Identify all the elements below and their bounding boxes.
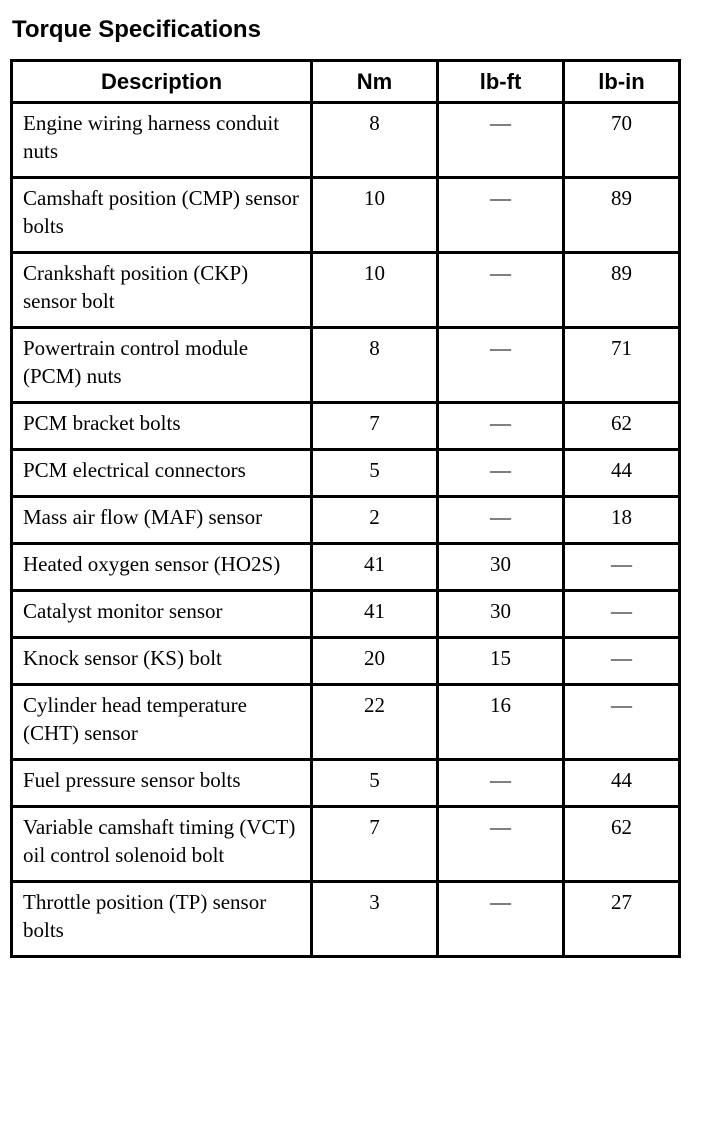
lb-ft-value-cell: — [436,805,565,883]
lb-ft-value-cell: 15 [436,636,565,686]
nm-value-cell: 5 [310,448,439,498]
lb-in-value-cell: — [562,636,681,686]
table-header: Description Nm lb-ft lb-in [10,59,681,104]
column-header-description: Description [10,59,313,104]
document-page: Torque Specifications Description Nm lb-… [0,16,704,1132]
torque-spec-table: Description Nm lb-ft lb-in Engine wiring… [10,59,681,958]
description-cell: Engine wiring harness conduit nuts [10,101,313,179]
column-header-lb-ft: lb-ft [436,59,565,104]
table-row: Cylinder head temperature (CHT) sensor 22… [10,683,681,761]
lb-in-value-cell: 18 [562,495,681,545]
lb-ft-value-cell: — [436,448,565,498]
lb-in-value-cell: — [562,542,681,592]
table-row: Heated oxygen sensor (HO2S) 41 30— [10,542,681,592]
table-row: PCM bracket bolts 7—62 [10,401,681,451]
lb-ft-value-cell: — [436,758,565,808]
nm-value-cell: 2 [310,495,439,545]
nm-value-cell: 10 [310,176,439,254]
table-row: Camshaft position (CMP) sensor bolts 10—8… [10,176,681,254]
description-cell: Powertrain control module (PCM) nuts [10,326,313,404]
nm-value-cell: 20 [310,636,439,686]
lb-ft-value-cell: — [436,176,565,254]
lb-in-value-cell: 62 [562,805,681,883]
description-cell: Catalyst monitor sensor [10,589,313,639]
table-row: PCM electrical connectors 5—44 [10,448,681,498]
nm-value-cell: 41 [310,589,439,639]
lb-ft-value-cell: — [436,251,565,329]
description-cell: PCM electrical connectors [10,448,313,498]
lb-in-value-cell: 89 [562,176,681,254]
table-row: Powertrain control module (PCM) nuts 8—71 [10,326,681,404]
table-row: Mass air flow (MAF) sensor 2—18 [10,495,681,545]
lb-in-value-cell: 27 [562,880,681,958]
header-row: Description Nm lb-ft lb-in [10,59,681,104]
lb-in-value-cell: 62 [562,401,681,451]
description-cell: Cylinder head temperature (CHT) sensor [10,683,313,761]
table-row: Knock sensor (KS) bolt 20 15— [10,636,681,686]
lb-in-value-cell: 71 [562,326,681,404]
lb-in-value-cell: — [562,683,681,761]
description-cell: Camshaft position (CMP) sensor bolts [10,176,313,254]
table-row: Throttle position (TP) sensor bolts 3—27 [10,880,681,958]
lb-in-value-cell: 44 [562,758,681,808]
description-cell: Mass air flow (MAF) sensor [10,495,313,545]
column-header-nm: Nm [310,59,439,104]
lb-ft-value-cell: 30 [436,542,565,592]
nm-value-cell: 7 [310,805,439,883]
description-cell: Throttle position (TP) sensor bolts [10,880,313,958]
table-row: Crankshaft position (CKP) sensor bolt 10—… [10,251,681,329]
description-cell: Knock sensor (KS) bolt [10,636,313,686]
lb-in-value-cell: 44 [562,448,681,498]
table-body: Engine wiring harness conduit nuts 8—70 Ca… [10,101,681,958]
table-row: Fuel pressure sensor bolts 5—44 [10,758,681,808]
description-cell: Heated oxygen sensor (HO2S) [10,542,313,592]
table-row: Engine wiring harness conduit nuts 8—70 [10,101,681,179]
description-cell: PCM bracket bolts [10,401,313,451]
lb-ft-value-cell: — [436,101,565,179]
column-header-lb-in: lb-in [562,59,681,104]
lb-in-value-cell: — [562,589,681,639]
lb-in-value-cell: 89 [562,251,681,329]
nm-value-cell: 3 [310,880,439,958]
lb-ft-value-cell: 30 [436,589,565,639]
nm-value-cell: 7 [310,401,439,451]
page-title: Torque Specifications [12,16,261,43]
lb-ft-value-cell: — [436,880,565,958]
description-cell: Crankshaft position (CKP) sensor bolt [10,251,313,329]
lb-ft-value-cell: 16 [436,683,565,761]
lb-ft-value-cell: — [436,401,565,451]
nm-value-cell: 22 [310,683,439,761]
lb-ft-value-cell: — [436,326,565,404]
nm-value-cell: 10 [310,251,439,329]
table-row: Catalyst monitor sensor 41 30— [10,589,681,639]
lb-in-value-cell: 70 [562,101,681,179]
nm-value-cell: 8 [310,326,439,404]
nm-value-cell: 8 [310,101,439,179]
description-cell: Fuel pressure sensor bolts [10,758,313,808]
lb-ft-value-cell: — [436,495,565,545]
table-row: Variable camshaft timing (VCT) oil contr… [10,805,681,883]
description-cell: Variable camshaft timing (VCT) oil contr… [10,805,313,883]
nm-value-cell: 41 [310,542,439,592]
nm-value-cell: 5 [310,758,439,808]
